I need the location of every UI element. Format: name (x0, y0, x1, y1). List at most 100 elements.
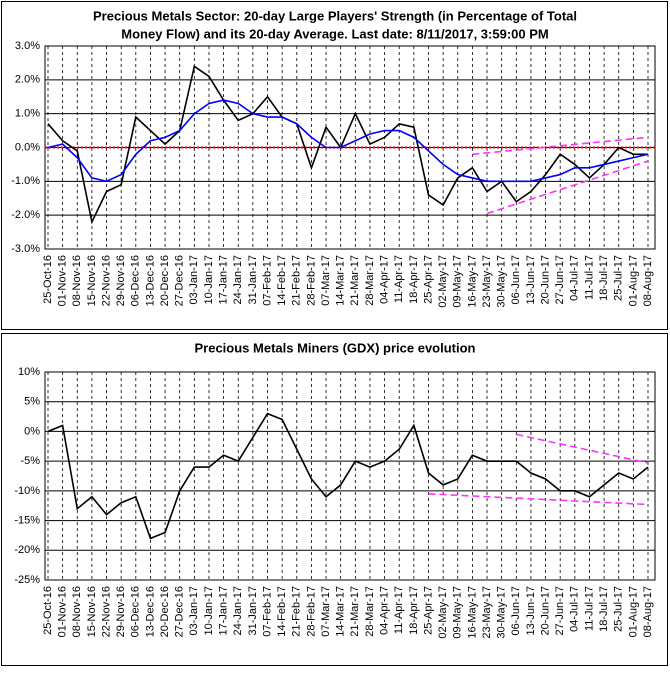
x-tick-label: 25-Jul-17 (613, 586, 625, 632)
x-tick-label: 30-May-17 (496, 255, 508, 308)
x-tick-label: 01-Aug-17 (627, 586, 639, 637)
x-tick-label: 11-Apr-17 (393, 255, 405, 303)
x-tick-label: 03-Jan-17 (188, 586, 200, 636)
y-tick-label: 0.0% (15, 141, 40, 153)
y-tick-label: 3.0% (15, 40, 40, 52)
x-tick-label: 25-Apr-17 (422, 586, 434, 635)
y-tick-label: -25% (14, 574, 40, 586)
x-tick-label: 20-Jun-17 (539, 586, 551, 636)
y-tick-label: 1.0% (15, 108, 40, 120)
x-tick-label: 25-Oct-16 (42, 255, 54, 304)
x-tick-label: 15-Nov-16 (86, 255, 98, 306)
x-tick-label: 07-Mar-17 (320, 255, 332, 306)
x-tick-label: 22-Nov-16 (100, 586, 112, 637)
x-tick-label: 17-Jan-17 (218, 255, 230, 305)
y-tick-label: -5% (20, 455, 40, 467)
x-tick-label: 16-May-17 (466, 586, 478, 639)
x-tick-label: 15-Nov-16 (86, 586, 98, 637)
y-tick-label: -10% (14, 485, 40, 497)
x-tick-label: 01-Aug-17 (627, 255, 639, 306)
x-tick-label: 24-Jan-17 (232, 586, 244, 636)
x-tick-label: 04-Jul-17 (569, 255, 581, 301)
data-line (47, 412, 649, 540)
x-tick-label: 08-Aug-17 (642, 586, 654, 637)
y-tick-label: 5% (24, 396, 40, 408)
x-tick-label: 03-Jan-17 (188, 255, 200, 305)
x-tick-label: 06-Jun-17 (510, 255, 522, 305)
x-tick-label: 06-Dec-16 (130, 586, 142, 637)
x-tick-label: 21-Mar-17 (349, 586, 361, 637)
x-tick-label: 13-Dec-16 (144, 255, 156, 306)
x-tick-label: 18-Jul-17 (598, 586, 610, 632)
x-tick-label: 18-Apr-17 (408, 255, 420, 304)
x-tick-label: 23-May-17 (481, 255, 493, 308)
x-tick-label: 08-Aug-17 (642, 255, 654, 306)
x-tick-label: 24-Jan-17 (232, 255, 244, 305)
y-tick-label: 10% (18, 366, 40, 378)
x-tick-label: 28-Feb-17 (305, 255, 317, 306)
x-tick-label: 04-Apr-17 (378, 255, 390, 304)
x-tick-label: 11-Apr-17 (393, 586, 405, 634)
x-tick-label: 16-May-17 (466, 255, 478, 308)
y-tick-label: 0% (24, 425, 40, 437)
x-tick-label: 27-Dec-16 (174, 586, 186, 637)
x-tick-label: 07-Mar-17 (320, 586, 332, 637)
x-tick-label: 31-Jan-17 (247, 586, 259, 636)
x-tick-label: 09-May-17 (452, 586, 464, 639)
x-tick-label: 08-Nov-16 (71, 586, 83, 637)
x-tick-label: 23-May-17 (481, 586, 493, 639)
x-tick-label: 20-Dec-16 (159, 255, 171, 306)
x-tick-label: 14-Feb-17 (276, 255, 288, 306)
x-tick-label: 29-Nov-16 (115, 586, 127, 637)
x-tick-label: 21-Feb-17 (291, 255, 303, 306)
trend-line (428, 493, 649, 506)
x-tick-label: 27-Dec-16 (174, 255, 186, 306)
y-tick-label: -3.0% (11, 243, 40, 255)
x-tick-label: 14-Mar-17 (335, 586, 347, 637)
x-tick-label: 18-Apr-17 (408, 586, 420, 635)
x-tick-label: 14-Mar-17 (335, 255, 347, 306)
x-tick-label: 11-Jul-17 (583, 255, 595, 300)
trend-line (486, 160, 649, 215)
x-tick-label: 06-Jun-17 (510, 586, 522, 636)
trend-line (516, 433, 649, 464)
chart-title: Precious Metals Miners (GDX) price evolu… (194, 340, 475, 355)
x-tick-label: 28-Mar-17 (364, 586, 376, 637)
y-tick-label: -20% (14, 544, 40, 556)
y-tick-label: 2.0% (15, 74, 40, 86)
x-tick-label: 13-Jun-17 (525, 586, 537, 636)
x-tick-label: 30-May-17 (496, 586, 508, 639)
x-tick-label: 17-Jan-17 (218, 586, 230, 636)
x-tick-label: 21-Feb-17 (291, 586, 303, 637)
x-tick-label: 20-Dec-16 (159, 586, 171, 637)
x-tick-label: 04-Jul-17 (569, 586, 581, 632)
x-tick-label: 29-Nov-16 (115, 255, 127, 306)
chart-title: Money Flow) and its 20-day Average. Last… (121, 26, 548, 41)
x-tick-label: 06-Dec-16 (130, 255, 142, 306)
data-line (47, 99, 649, 183)
x-tick-label: 13-Jun-17 (525, 255, 537, 305)
y-tick-label: -2.0% (11, 209, 40, 221)
x-tick-label: 07-Feb-17 (261, 255, 273, 306)
x-tick-label: 18-Jul-17 (598, 255, 610, 301)
y-tick-label: -1.0% (11, 175, 40, 187)
x-tick-label: 20-Jun-17 (539, 255, 551, 305)
x-tick-label: 13-Dec-16 (144, 586, 156, 637)
x-tick-label: 04-Apr-17 (378, 586, 390, 635)
trend-line (472, 136, 649, 156)
x-tick-label: 08-Nov-16 (71, 255, 83, 306)
x-tick-label: 09-May-17 (452, 255, 464, 308)
chart-title: Precious Metals Sector: 20-day Large Pla… (93, 8, 577, 23)
x-tick-label: 28-Feb-17 (305, 586, 317, 637)
x-tick-label: 28-Mar-17 (364, 255, 376, 306)
x-tick-label: 27-Jun-17 (554, 586, 566, 636)
plot-area (44, 371, 656, 581)
x-tick-label: 02-May-17 (437, 586, 449, 639)
x-tick-label: 02-May-17 (437, 255, 449, 308)
x-tick-label: 07-Feb-17 (261, 586, 273, 637)
x-tick-label: 11-Jul-17 (583, 586, 595, 631)
x-tick-label: 10-Jan-17 (203, 255, 215, 305)
x-tick-label: 31-Jan-17 (247, 255, 259, 305)
data-line (47, 64, 648, 225)
